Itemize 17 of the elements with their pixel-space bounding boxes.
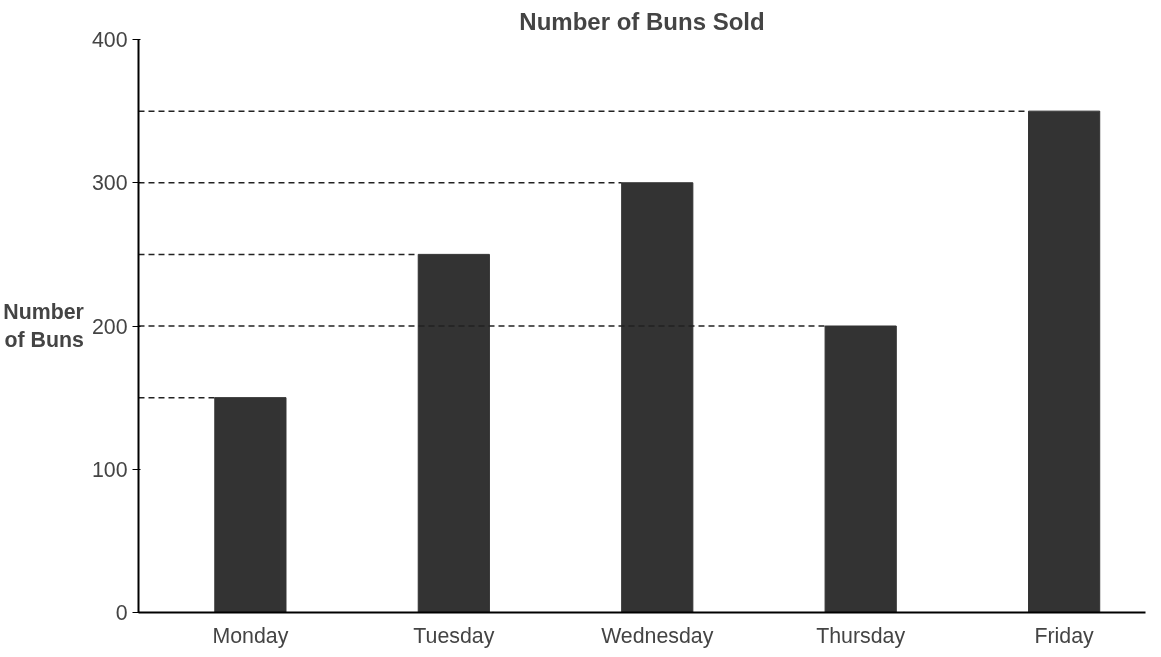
y-tick-label: 400 (91, 28, 128, 52)
y-tick-label: 300 (91, 171, 128, 196)
y-tick-label: 0 (115, 601, 128, 625)
x-tick-label: Friday (1034, 623, 1095, 648)
x-tick-label: Monday (212, 623, 289, 648)
bar (417, 253, 490, 613)
y-tick-label: 100 (91, 457, 128, 482)
x-tick-label: Wednesday (601, 623, 714, 648)
bar (621, 182, 694, 613)
x-tick-label: Tuesday (413, 623, 495, 648)
x-tick-label: Thursday (816, 623, 906, 648)
bar (214, 397, 287, 613)
bar (824, 325, 897, 613)
y-axis-title: Number of Buns (3, 299, 84, 353)
chart-title: Number of Buns Sold (519, 7, 765, 35)
y-tick-label: 200 (91, 314, 128, 339)
bar (1028, 110, 1101, 613)
